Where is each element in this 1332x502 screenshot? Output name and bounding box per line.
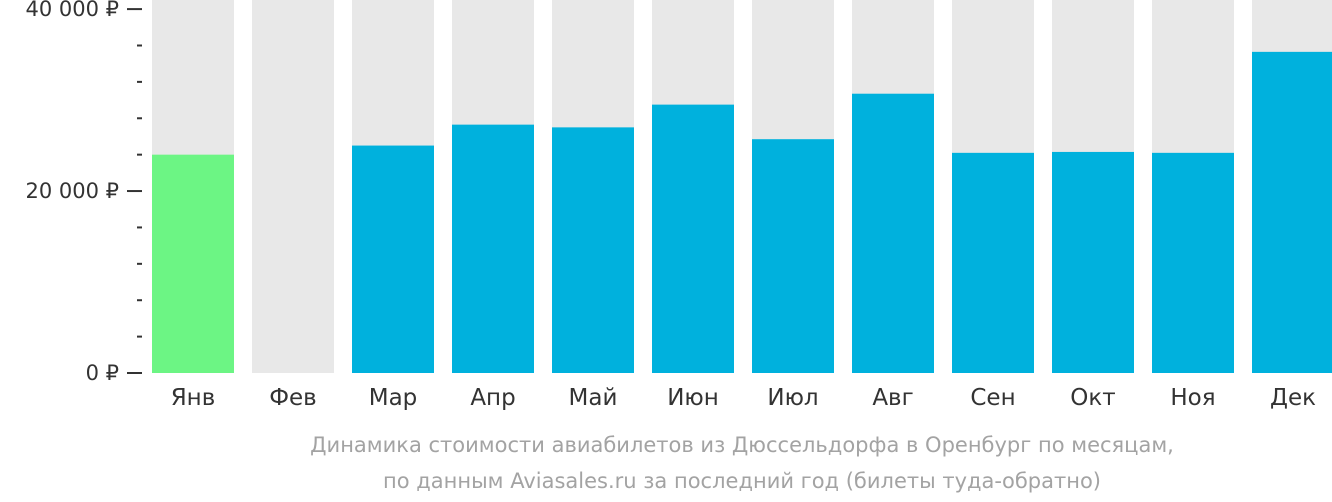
x-tick-label: Фев — [269, 385, 317, 411]
bar-6 — [652, 104, 734, 373]
bar-12 — [1252, 51, 1332, 373]
chart-caption-line-1: Динамика стоимости авиабилетов из Дюссел… — [310, 433, 1174, 457]
x-tick-label: Авг — [872, 385, 913, 411]
bar-5 — [552, 127, 634, 374]
chart-caption-line-2: по данным Aviasales.ru за последний год … — [383, 469, 1101, 493]
bar-8 — [852, 93, 934, 373]
bar-1 — [152, 154, 234, 373]
x-tick-label: Май — [569, 385, 618, 411]
x-tick-label: Дек — [1270, 385, 1316, 411]
y-tick-label: 0 ₽ — [86, 361, 119, 385]
bar-11 — [1152, 152, 1234, 373]
price-bar-chart: Янв Фев Мар Апр Май Июн Июл Авг Сен Окт Ноя Дек 0 ₽ 2… — [25, 0, 1332, 411]
y-tick-label: 40 000 ₽ — [25, 0, 119, 21]
bar-7 — [752, 139, 834, 373]
bar-4 — [452, 124, 534, 373]
x-tick-label: Янв — [171, 385, 216, 411]
x-tick-label: Мар — [369, 385, 418, 411]
y-tick-label: 20 000 ₽ — [25, 179, 119, 203]
bar-9 — [952, 152, 1034, 373]
x-tick-label: Ноя — [1170, 385, 1215, 411]
x-tick-label: Июн — [667, 385, 719, 411]
bar-3 — [352, 145, 434, 373]
x-tick-label: Окт — [1070, 385, 1115, 411]
bar-background-2 — [252, 0, 334, 373]
x-tick-label: Сен — [970, 385, 1015, 411]
x-tick-label: Июл — [767, 385, 818, 411]
bar-10 — [1052, 151, 1134, 373]
x-tick-label: Апр — [470, 385, 515, 411]
